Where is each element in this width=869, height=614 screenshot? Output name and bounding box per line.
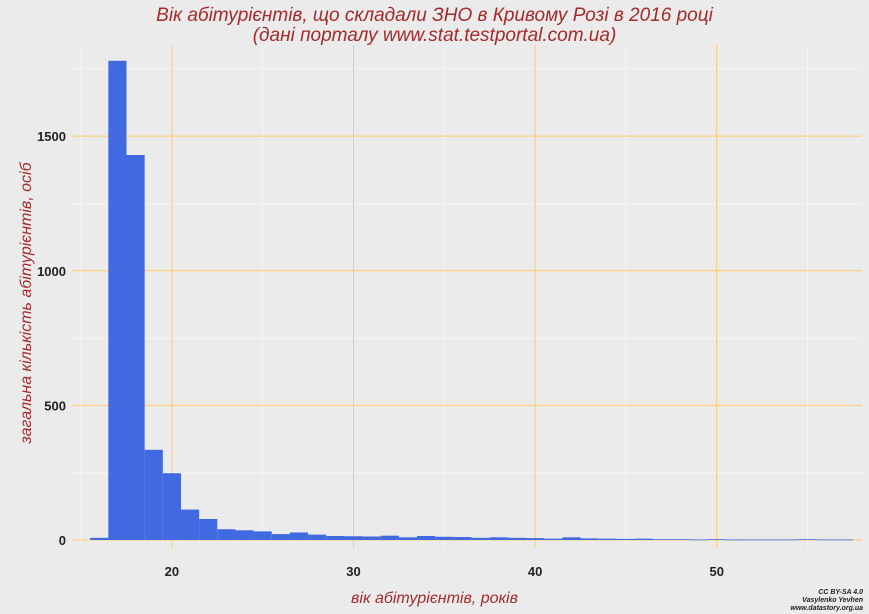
x-tick-label: 30 (346, 564, 360, 579)
histogram-bar (725, 539, 744, 541)
histogram-bar (144, 449, 163, 540)
histogram-bar (834, 539, 853, 541)
histogram-bar (634, 538, 654, 540)
histogram-bar (453, 537, 472, 540)
y-tick-label: 0 (59, 533, 66, 548)
histogram-bar (308, 534, 327, 540)
histogram-bar (526, 538, 545, 540)
histogram-bar (671, 539, 690, 540)
x-axis-label: вік абітурієнтів, років (351, 590, 518, 607)
x-tick-label: 40 (528, 564, 542, 579)
histogram-bar (689, 539, 708, 541)
chart-subtitle: (дані порталу www.stat.testportal.com.ua… (252, 25, 617, 46)
y-axis-label: загальна кількість абітурієнтів, осіб (18, 162, 35, 444)
x-tick-label: 20 (165, 564, 179, 579)
histogram-bar (326, 535, 345, 540)
histogram-bar (562, 537, 581, 540)
histogram-bar (507, 537, 527, 540)
histogram-bar (544, 538, 563, 540)
y-tick-label: 1500 (37, 129, 66, 144)
histogram-bar (362, 536, 381, 540)
histogram-bar (217, 529, 236, 540)
histogram-bar (780, 539, 799, 541)
histogram-bar (471, 537, 490, 540)
histogram-bar (180, 509, 200, 540)
histogram-bar (816, 539, 835, 541)
histogram-bar (90, 537, 109, 540)
y-tick-label: 1000 (37, 264, 66, 279)
histogram-bar (344, 536, 363, 540)
license-credit: CC BY-SA 4.0 Vasylenko Yevhen www.datast… (790, 589, 863, 613)
histogram-bar (108, 60, 127, 541)
chart-title: Вік абітурієнтів, що складали ЗНО в Крив… (156, 5, 713, 26)
histogram-bars (90, 60, 853, 541)
histogram-bar (380, 535, 399, 540)
histogram-bar (289, 532, 309, 540)
x-tick-label: 50 (709, 564, 723, 579)
histogram-bar (271, 534, 290, 540)
histogram-bar (707, 539, 726, 540)
credit-author: Vasylenko Yevhen (802, 597, 863, 604)
histogram-bar (162, 473, 181, 540)
histogram-bar (798, 539, 817, 540)
credit-license: CC BY-SA 4.0 (818, 589, 863, 596)
histogram-bar (616, 538, 635, 540)
histogram-bar (762, 539, 781, 541)
histogram-bar (653, 539, 672, 540)
histogram-bar (598, 538, 617, 540)
grid-lines (72, 45, 862, 548)
histogram-bar (435, 536, 454, 540)
histogram-bar (743, 539, 763, 541)
histogram-bar (417, 535, 436, 540)
histogram-bar (253, 531, 272, 540)
histogram-bar (235, 530, 254, 540)
histogram-bar (580, 538, 599, 540)
histogram-bar (126, 155, 145, 540)
histogram-bar (489, 537, 508, 540)
histogram-bar (398, 537, 418, 540)
y-tick-label: 500 (44, 398, 66, 413)
histogram-bar (199, 519, 218, 540)
credit-website: www.datastory.org.ua (790, 605, 863, 612)
